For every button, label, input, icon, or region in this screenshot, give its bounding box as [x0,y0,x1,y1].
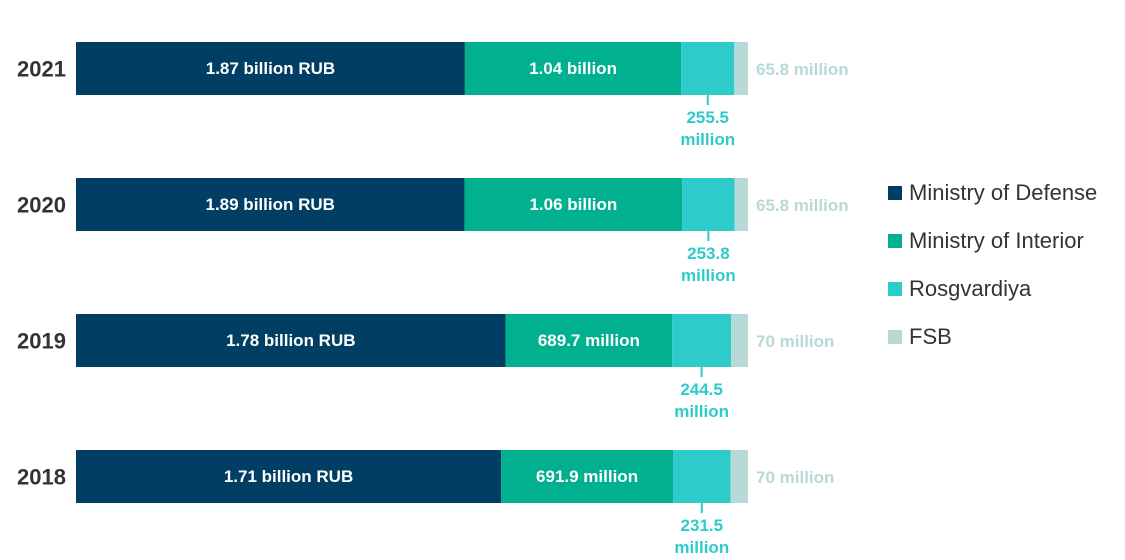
legend-swatch [888,234,902,248]
value-label: 65.8 million [756,60,849,79]
bar-segment [734,42,748,95]
legend-label: FSB [909,324,952,349]
legend-swatch [888,186,902,200]
bar-segment [672,314,732,367]
bar-segment [673,450,731,503]
bar-segment [76,178,465,231]
value-label: 244.5 million [674,380,729,421]
value-label: 70 million [756,468,834,487]
legend-swatch [888,330,902,344]
value-label: 255.5 million [680,108,736,149]
bar-segment [734,178,748,231]
category-label: 2018 [17,464,66,489]
value-label: 1.06 billion [529,195,617,214]
bar-segment [76,42,465,95]
legend-label: Rosgvardiya [909,276,1032,301]
bar-segment [76,450,502,503]
bar-segment [501,450,674,503]
value-label: 70 million [756,332,834,351]
bar-segment [731,314,748,367]
value-label: 1.71 billion RUB [224,467,353,486]
legend-label: Ministry of Defense [909,180,1097,205]
bar-segment [76,314,506,367]
value-label: 1.78 billion RUB [226,331,355,350]
category-label: 2020 [17,192,66,217]
bar-segment [730,450,748,503]
bar-segment [464,42,682,95]
value-label: 1.87 billion RUB [206,59,335,78]
value-label: 65.8 million [756,196,849,215]
category-label: 2021 [17,56,66,81]
legend-label: Ministry of Interior [909,228,1084,253]
bar-segment [681,42,735,95]
category-label: 2019 [17,328,66,353]
value-label: 231.5 million [674,516,730,557]
legend-swatch [888,282,902,296]
value-label: 1.89 billion RUB [206,195,335,214]
value-label: 1.04 billion [529,59,617,78]
bar-segment [464,178,683,231]
value-label: 691.9 million [536,467,638,486]
bar-segment [505,314,673,367]
value-label: 689.7 million [538,331,640,350]
bar-segment [682,178,735,231]
value-label: 253.8 million [681,244,736,285]
